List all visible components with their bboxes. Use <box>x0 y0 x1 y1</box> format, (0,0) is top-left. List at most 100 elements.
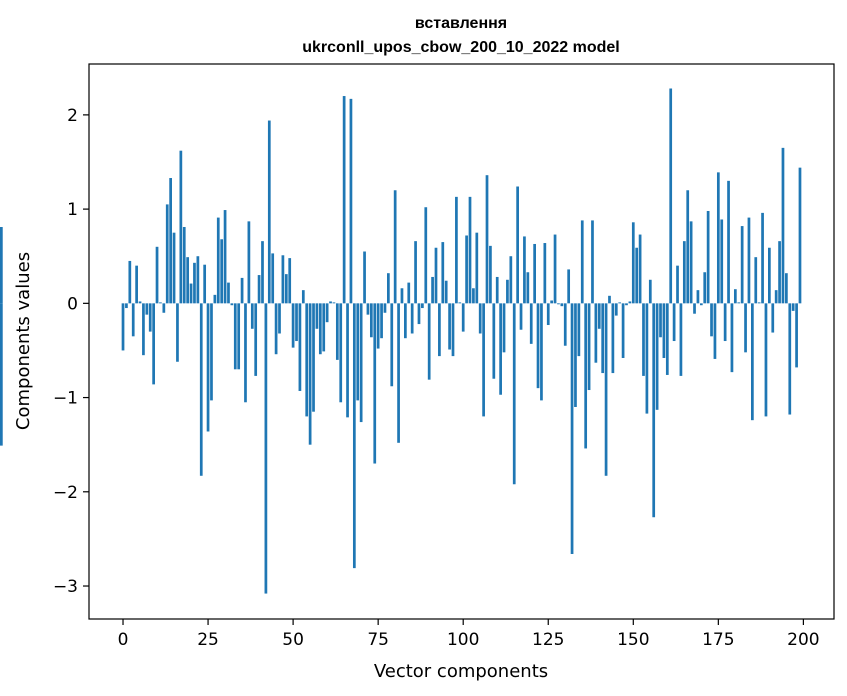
bar <box>465 235 468 304</box>
bar <box>162 303 166 313</box>
bar <box>540 303 543 401</box>
bar <box>189 283 193 304</box>
bar <box>434 247 438 304</box>
bar <box>424 207 428 304</box>
y-tick-label: −2 <box>53 483 78 503</box>
bar <box>244 303 247 403</box>
bar <box>461 303 465 332</box>
bar <box>764 303 768 417</box>
bar <box>665 303 669 375</box>
bar <box>230 303 234 306</box>
bar <box>427 303 431 380</box>
bar <box>594 303 598 363</box>
bar <box>597 303 601 329</box>
bar <box>472 288 475 304</box>
bar <box>713 303 717 359</box>
bar <box>196 256 200 304</box>
x-tick-label: 150 <box>617 630 649 650</box>
bar <box>485 175 489 304</box>
bar <box>553 234 557 304</box>
bar <box>322 303 326 352</box>
bar <box>359 303 363 423</box>
bar <box>478 303 482 334</box>
bar <box>121 303 125 351</box>
bar <box>227 282 230 304</box>
bar <box>421 303 424 309</box>
bar <box>145 303 149 315</box>
bar <box>771 303 775 333</box>
bar <box>672 303 676 342</box>
bar <box>798 167 802 304</box>
bar <box>203 264 207 304</box>
bar <box>740 226 744 304</box>
bar <box>652 303 656 518</box>
bar <box>754 257 758 304</box>
bar-series <box>0 88 802 594</box>
y-tick-label: 0 <box>67 294 78 314</box>
bar <box>716 172 720 304</box>
x-tick-label: 175 <box>702 630 734 650</box>
bar <box>580 220 584 304</box>
y-axis-label: Components values <box>13 252 34 430</box>
bar <box>648 279 652 304</box>
bar <box>329 301 332 304</box>
bar <box>267 120 271 304</box>
bar <box>533 243 536 304</box>
bar <box>400 288 404 304</box>
bar <box>135 265 138 304</box>
bar <box>757 302 761 304</box>
bar <box>676 265 679 304</box>
x-tick-label: 100 <box>447 630 479 650</box>
bar <box>284 274 288 304</box>
bar <box>458 302 462 304</box>
bar <box>502 303 506 353</box>
bar <box>254 303 258 376</box>
bar <box>152 303 155 385</box>
bar <box>631 222 635 304</box>
bar <box>563 303 567 346</box>
bar <box>179 150 183 304</box>
bar <box>159 302 162 304</box>
bar <box>274 303 278 355</box>
bar <box>308 303 312 445</box>
bar <box>751 303 754 421</box>
bar <box>662 303 666 358</box>
bar <box>125 303 128 309</box>
bar <box>393 190 397 304</box>
bar <box>441 242 445 304</box>
bar <box>744 303 747 353</box>
bar <box>591 220 594 304</box>
bar <box>761 212 764 304</box>
bar <box>523 236 526 304</box>
bar <box>257 275 261 304</box>
bar <box>778 241 781 304</box>
bar <box>278 303 281 334</box>
bar <box>431 276 434 304</box>
bar <box>288 258 292 304</box>
bar <box>659 303 662 338</box>
bar <box>397 303 400 443</box>
bar <box>240 277 244 304</box>
bar <box>706 210 710 304</box>
bar <box>509 256 513 304</box>
bar <box>305 303 309 417</box>
bar <box>444 280 448 304</box>
bar <box>210 303 213 401</box>
bar <box>206 303 210 432</box>
bar <box>404 303 407 339</box>
bar <box>788 303 792 415</box>
bar <box>451 303 455 357</box>
bar <box>703 272 707 304</box>
bar <box>621 303 625 358</box>
bar <box>495 276 499 304</box>
bar <box>475 232 479 304</box>
bar <box>186 257 190 304</box>
bar <box>264 303 268 594</box>
bar <box>492 303 496 379</box>
x-tick-label: 0 <box>118 630 129 650</box>
bar <box>774 290 778 304</box>
bar <box>489 245 492 304</box>
bar <box>315 303 319 329</box>
bar <box>369 303 373 338</box>
